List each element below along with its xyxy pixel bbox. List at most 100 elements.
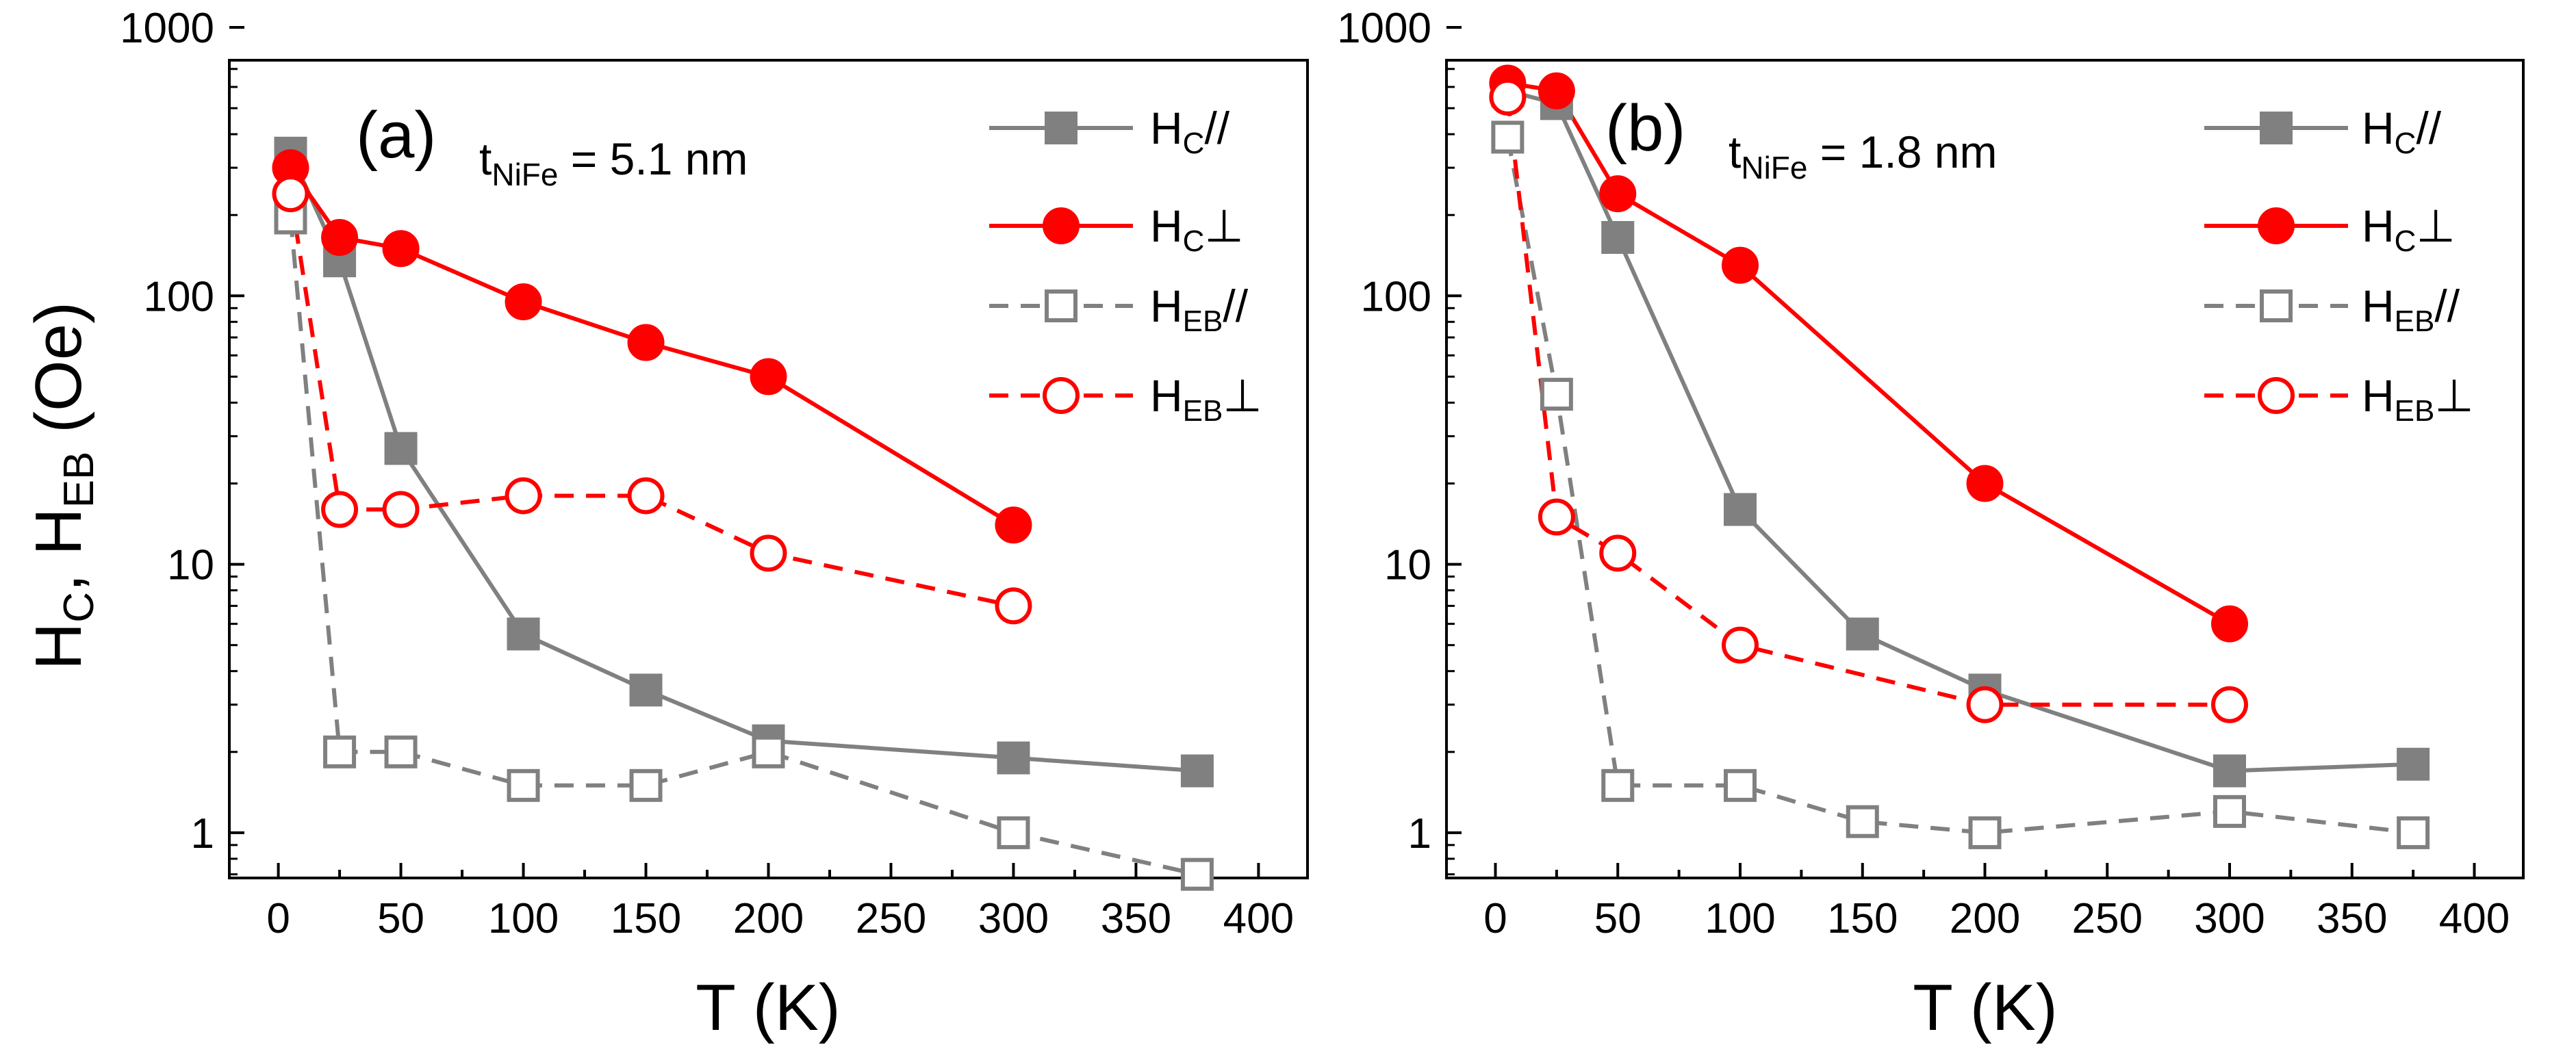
data-point [2397, 747, 2430, 781]
legend-entry: HEB⊥ [989, 370, 1262, 428]
data-point [750, 534, 787, 572]
data-point [1491, 120, 1525, 154]
series-markers [1489, 64, 2430, 849]
data-point [382, 230, 420, 268]
legend-label: HC⊥ [1150, 201, 1244, 258]
y-tick-label: 10 [167, 542, 214, 589]
panel-a: 0 50 100 150 200 250 300 350 400 1 10 100 1000 (a) t… [120, 5, 1309, 1044]
data-point [1540, 378, 1573, 411]
axis-ticks: 0 50 100 150 200 250 300 350 400 1 10 100 1000 [120, 5, 1294, 942]
data-point [995, 506, 1032, 544]
legend-entry: HEB⊥ [2204, 370, 2474, 428]
x-tick-label: 200 [733, 895, 804, 942]
data-point [2211, 605, 2248, 643]
y-label-sep: , [22, 556, 95, 592]
legend-label: HEB⊥ [2362, 370, 2474, 428]
data-point [1599, 534, 1637, 572]
x-tick-label: 0 [266, 895, 290, 942]
data-point [629, 768, 663, 802]
y-axis-label: HC, HEB (Oe) [22, 302, 103, 670]
data-point [507, 617, 540, 651]
y-label-unit: (Oe) [22, 302, 95, 452]
data-point [1966, 465, 2004, 502]
legend-marker [2260, 112, 2293, 144]
y-label-h2: H [22, 508, 95, 555]
legend-marker [2258, 377, 2295, 414]
legend-label: HEB// [1150, 281, 1249, 338]
data-point [1724, 493, 1757, 526]
panel-b: 0 50 100 150 200 250 300 350 400 1 10 100 1000 (b) t… [1337, 5, 2525, 1044]
data-point [1846, 805, 1879, 838]
thickness-annotation: tNiFe = 1.8 nm [1729, 127, 1997, 185]
x-tick-label: 250 [856, 895, 926, 942]
data-point [627, 477, 665, 515]
legend-marker [1045, 289, 1077, 322]
data-point [997, 816, 1030, 849]
legend-marker [2258, 207, 2295, 244]
data-point [1846, 617, 1879, 651]
data-point [384, 432, 418, 465]
annotation-t: t [1729, 127, 1741, 177]
x-tick-label: 250 [2072, 895, 2143, 942]
data-point [1180, 857, 1214, 891]
legend-label: HC// [2362, 103, 2442, 160]
data-point [505, 477, 542, 515]
data-point [1489, 78, 1527, 116]
x-tick-label: 350 [1101, 895, 1171, 942]
data-point [2211, 686, 2248, 723]
y-tick-label: 1 [191, 810, 214, 857]
y-tick-label: 100 [144, 273, 214, 320]
data-point [1722, 626, 1759, 664]
data-point [629, 673, 663, 707]
data-point [2397, 816, 2430, 849]
y-tick-label: 1000 [120, 5, 214, 52]
data-point [627, 324, 665, 361]
x-tick-label: 400 [2439, 895, 2510, 942]
y-label-sub2: EB [55, 452, 103, 508]
data-point [382, 491, 420, 528]
data-point [750, 358, 787, 396]
x-tick-label: 150 [611, 895, 681, 942]
data-point [1601, 220, 1635, 254]
x-tick-label: 50 [377, 895, 424, 942]
data-point [1722, 246, 1759, 284]
annotation-t: t [479, 133, 492, 184]
legend: HC// HC⊥ HEB// HEB⊥ [989, 103, 1262, 428]
legend-label: HC⊥ [2362, 201, 2456, 258]
data-point [1538, 498, 1575, 536]
panel-label: (b) [1605, 92, 1685, 165]
data-point [752, 735, 785, 768]
legend-marker [1043, 207, 1080, 244]
data-point [995, 587, 1032, 625]
data-point [507, 768, 540, 802]
annotation-sub: NiFe [492, 157, 558, 192]
data-point [1724, 768, 1757, 802]
x-tick-label: 100 [488, 895, 559, 942]
data-point [323, 735, 357, 768]
thickness-annotation: tNiFe = 5.1 nm [479, 133, 748, 192]
legend-entry: HC// [2204, 103, 2442, 160]
x-tick-label: 100 [1705, 895, 1775, 942]
x-tick-label: 300 [2194, 895, 2265, 942]
series-line [1505, 136, 2414, 835]
legend: HC// HC⊥ HEB// HEB⊥ [2204, 103, 2474, 428]
y-label-h1: H [22, 623, 95, 670]
legend-entry: HC// [989, 103, 1230, 160]
data-point [321, 491, 359, 528]
x-tick-label: 200 [1950, 895, 2020, 942]
legend-label: HEB⊥ [1150, 370, 1262, 428]
data-point [321, 218, 359, 256]
legend-label: HC// [1150, 103, 1230, 160]
series-markers [272, 136, 1214, 891]
axis-ticks: 0 50 100 150 200 250 300 350 400 1 10 100 1000 [1337, 5, 2510, 942]
legend-label: HEB// [2362, 281, 2460, 338]
y-tick-label: 100 [1361, 273, 1431, 320]
x-tick-label: 350 [2317, 895, 2387, 942]
series-line [288, 152, 1198, 773]
annotation-value: = 5.1 nm [558, 133, 748, 184]
y-label-sub1: C [55, 592, 103, 623]
legend-marker [2260, 289, 2293, 322]
legend-marker [1043, 377, 1080, 414]
